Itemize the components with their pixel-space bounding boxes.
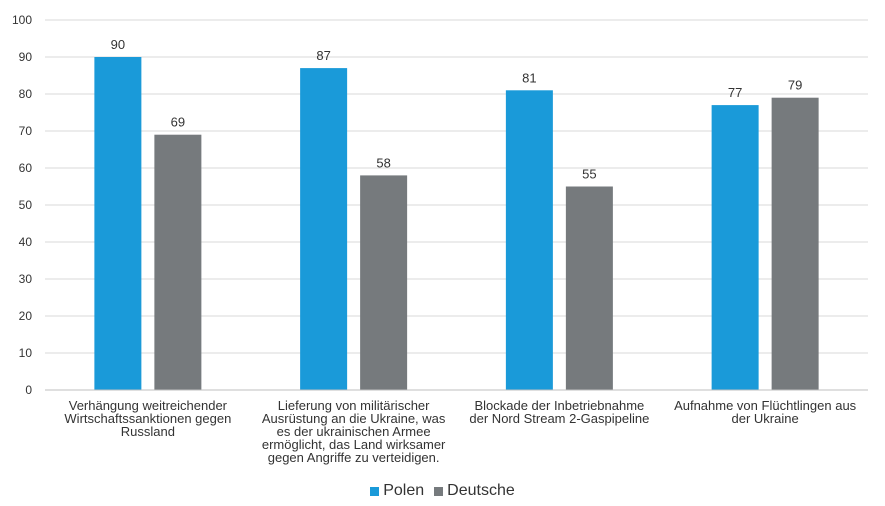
y-tick-label: 20 xyxy=(19,309,33,323)
y-tick-label: 60 xyxy=(19,161,33,175)
x-tick-label: Verhängung weitreichender Wirtschaftssank… xyxy=(64,398,231,439)
x-tick-label: Aufnahme von Flüchtlingen aus der Ukraine xyxy=(674,398,857,426)
bar xyxy=(154,134,202,390)
bar xyxy=(94,57,142,390)
bar xyxy=(300,68,348,390)
legend-item-polen: Polen xyxy=(370,482,424,500)
legend: Polen Deutsche xyxy=(0,482,885,500)
data-label: 90 xyxy=(111,37,125,52)
bar xyxy=(771,97,819,390)
legend-label-polen: Polen xyxy=(383,482,425,499)
bar xyxy=(360,175,408,390)
legend-swatch-deutsche xyxy=(434,486,444,496)
y-tick-label: 80 xyxy=(19,87,33,101)
legend-swatch-polen xyxy=(370,486,380,496)
bar-chart: 0 10 20 30 40 50 60 70 80 90 100 90 69 Verhängung wei… xyxy=(12,13,868,465)
data-label: 58 xyxy=(376,155,390,170)
legend-item-deutsche: Deutsche xyxy=(434,482,515,500)
y-tick-label: 50 xyxy=(19,198,33,212)
y-tick-label: 0 xyxy=(25,383,32,397)
y-tick-label: 30 xyxy=(19,272,33,286)
legend-label-deutsche: Deutsche xyxy=(447,482,515,499)
data-label: 69 xyxy=(171,115,185,130)
y-tick-label: 70 xyxy=(19,124,33,138)
bar xyxy=(711,105,759,390)
data-label: 81 xyxy=(522,70,536,85)
data-label: 79 xyxy=(788,78,802,93)
y-tick-label: 40 xyxy=(19,235,33,249)
x-tick-label: Lieferung von militärischer Ausrüstung an… xyxy=(262,398,446,465)
data-label: 87 xyxy=(316,48,330,63)
bar xyxy=(565,186,613,390)
y-tick-label: 100 xyxy=(12,13,32,27)
y-tick-label: 90 xyxy=(19,50,33,64)
y-tick-label: 10 xyxy=(19,346,33,360)
data-label: 55 xyxy=(582,167,596,182)
data-label: 77 xyxy=(728,85,742,100)
bar xyxy=(505,90,553,391)
x-tick-label: Blockade der Inbetriebnahme der Nord Stre… xyxy=(469,398,649,426)
